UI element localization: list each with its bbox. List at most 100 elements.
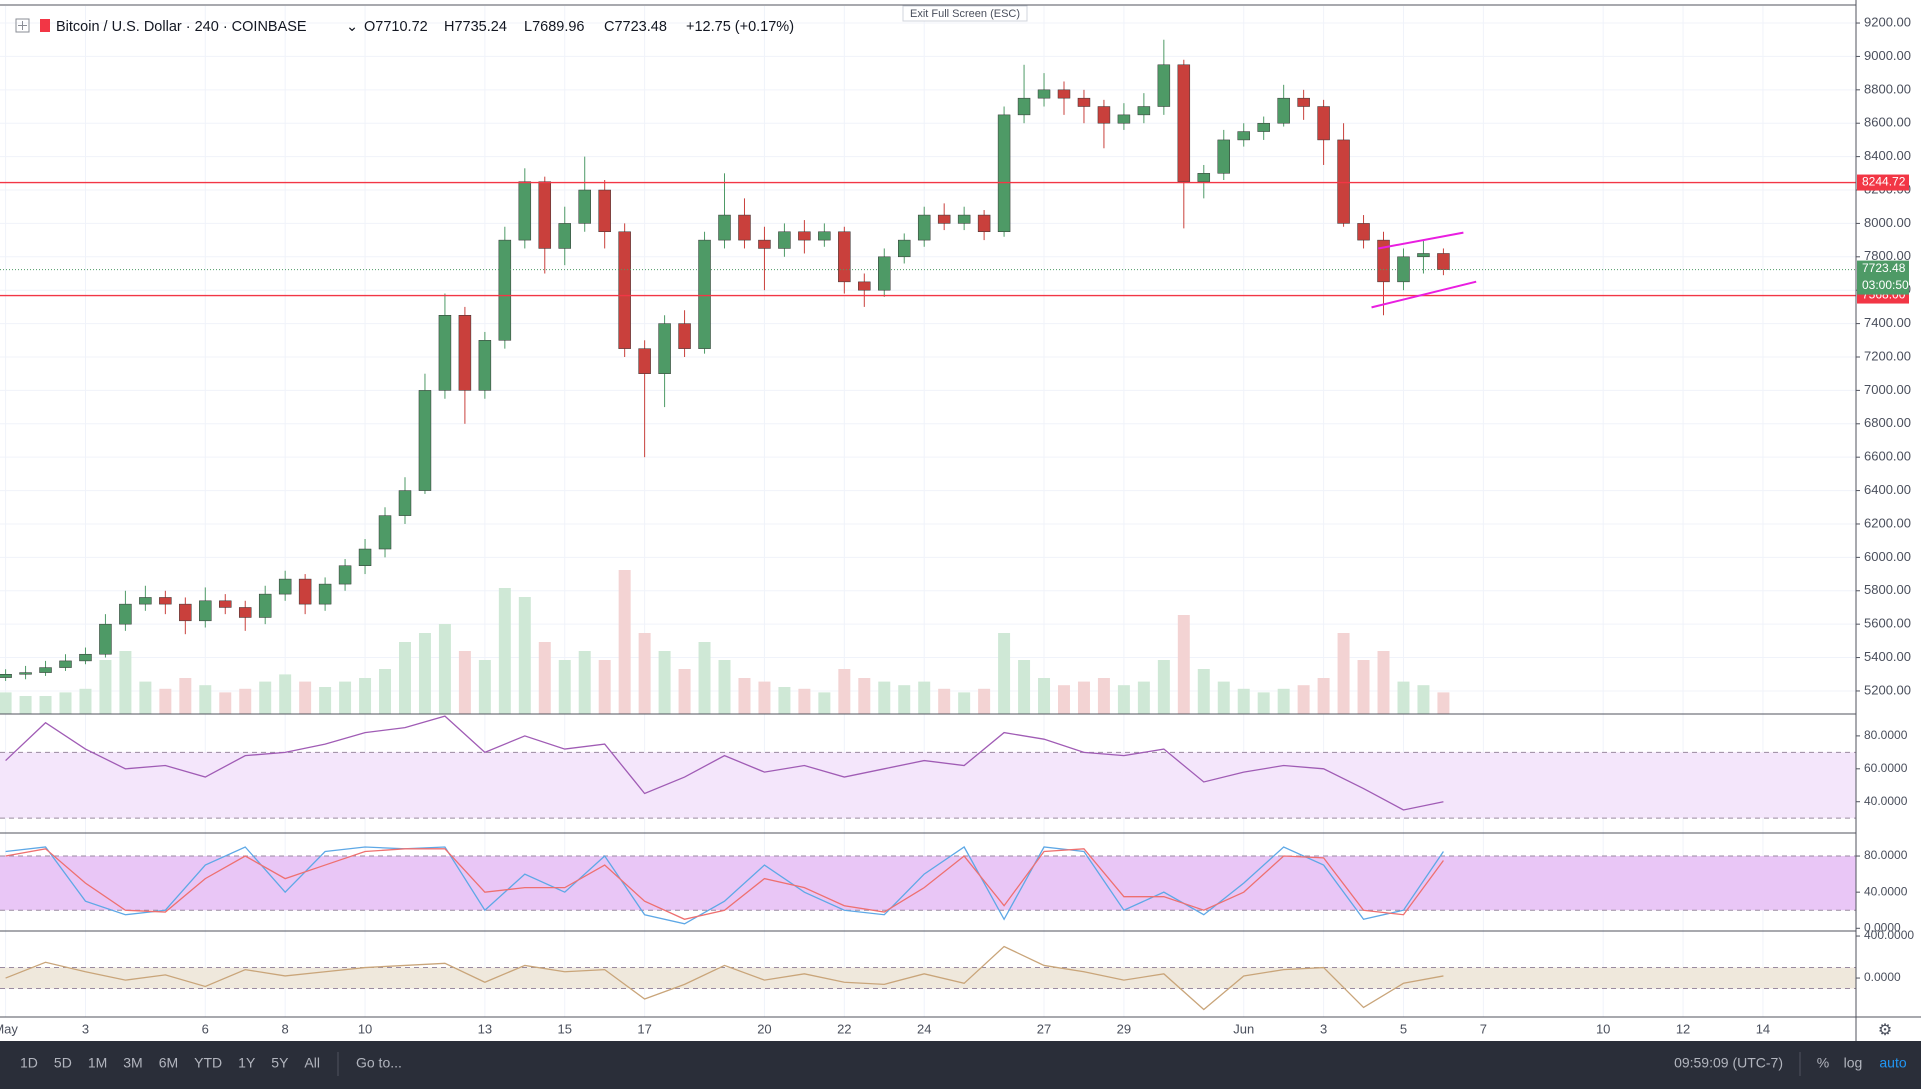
range-button[interactable]: 1M — [88, 1055, 107, 1071]
candle-body — [558, 223, 571, 249]
symbol[interactable]: Bitcoin / U.S. Dollar · 240 · COINBASE — [56, 19, 307, 35]
volume-bar — [498, 588, 511, 714]
settings-icon[interactable]: ⚙ — [1878, 1022, 1892, 1039]
candle-body — [119, 603, 132, 625]
volume-bar — [1257, 692, 1270, 714]
candle-body — [1037, 89, 1051, 99]
volume-bar — [878, 681, 891, 714]
range-button[interactable]: 3M — [123, 1055, 142, 1071]
volume-bar — [558, 660, 571, 714]
y-tick-label: 7200.00 — [1864, 348, 1911, 363]
indicator-band — [0, 752, 1856, 819]
ohlc-high: H7735.24 — [444, 19, 507, 35]
range-button[interactable]: 1Y — [238, 1055, 256, 1071]
x-tick-label: Jun — [1233, 1021, 1254, 1036]
candle-body — [598, 189, 611, 233]
candle-body — [1357, 223, 1370, 241]
volume-bar — [1097, 678, 1110, 714]
candle-body — [39, 667, 52, 673]
volume-bar — [578, 651, 591, 714]
goto-button[interactable]: Go to... — [356, 1055, 402, 1071]
range-button[interactable]: 6M — [159, 1055, 178, 1071]
indicator-band — [0, 856, 1856, 911]
ohlc-open: O7710.72 — [364, 19, 428, 35]
volume-bar — [1077, 681, 1090, 714]
range-button[interactable]: 5Y — [271, 1055, 289, 1071]
trend-line — [1378, 231, 1464, 250]
candle-body — [738, 214, 751, 241]
y-tick-label: 80.0000 — [1864, 728, 1908, 742]
candle-body — [1157, 64, 1171, 107]
volume-bar — [1117, 685, 1130, 714]
level-tag — [1857, 174, 1909, 191]
collapse-icon[interactable] — [15, 18, 30, 33]
x-tick-label: May — [0, 1021, 18, 1036]
range-button[interactable]: All — [304, 1055, 320, 1071]
y-tick-label: 7400.00 — [1864, 315, 1911, 330]
volume-bar — [159, 688, 172, 714]
volume-bar — [1237, 688, 1250, 714]
x-tick-label: 7 — [1480, 1021, 1487, 1036]
candle-body — [758, 239, 771, 249]
y-tick-label: 6800.00 — [1864, 415, 1911, 430]
x-tick-label: 20 — [757, 1021, 771, 1036]
volume-bar — [738, 678, 751, 714]
candle-body — [1377, 239, 1390, 283]
candle-body — [318, 583, 332, 605]
bottom-toolbar — [0, 1041, 1921, 1089]
candle-body — [1237, 131, 1250, 141]
candle-body — [678, 323, 691, 349]
volume-bar — [1337, 633, 1350, 714]
candle-body — [798, 231, 811, 241]
exit-button[interactable] — [902, 5, 1028, 22]
x-tick-label: 14 — [1756, 1021, 1770, 1036]
volume-bar — [1277, 688, 1290, 714]
volume-bar — [758, 681, 771, 714]
volume-bar — [638, 633, 651, 714]
volume-bar — [219, 692, 232, 714]
y-tick-label: 8400.00 — [1864, 148, 1911, 163]
candle-body — [298, 578, 312, 605]
candle-body — [338, 565, 352, 585]
scale-button[interactable]: % — [1817, 1055, 1829, 1071]
volume-bar — [678, 669, 691, 714]
candle-body — [358, 548, 372, 566]
range-button[interactable]: 1D — [20, 1055, 38, 1071]
last-price-tag — [1857, 260, 1909, 295]
candle-body — [219, 600, 232, 608]
volume-bar — [1317, 678, 1330, 714]
y-tick-label: 7800.00 — [1864, 248, 1911, 263]
volume-bar — [978, 688, 991, 714]
y-tick-label: 5400.00 — [1864, 649, 1911, 664]
range-button[interactable]: YTD — [194, 1055, 222, 1071]
y-tick-label: 0.0000 — [1864, 970, 1901, 984]
volume-bar — [818, 692, 831, 714]
candle-body — [698, 239, 711, 349]
candle-body — [99, 623, 112, 655]
indicator-line — [5, 945, 1444, 1011]
volume-bar — [1058, 685, 1070, 714]
scale-button[interactable]: auto — [1879, 1055, 1906, 1071]
volume-bar — [1137, 681, 1150, 714]
candle-body — [199, 600, 212, 622]
candle-body — [897, 239, 911, 258]
scale-button[interactable]: log — [1844, 1055, 1863, 1071]
x-tick-label: 12 — [1676, 1021, 1690, 1036]
volume-bar — [698, 642, 711, 714]
volume-bar — [858, 678, 871, 714]
volume-bar — [918, 681, 931, 714]
candle-body — [1297, 97, 1310, 107]
candle-body — [1137, 106, 1151, 116]
x-tick-label: 6 — [202, 1021, 209, 1036]
x-tick-label: 8 — [282, 1021, 289, 1036]
axes: May 3 6 8 10 13 15 17 20 22 24 27 29 Jun 3 5 7 10 12 14 9200… — [0, 14, 1914, 1036]
candle-body — [977, 214, 991, 233]
y-tick-label: 6000.00 — [1864, 549, 1911, 564]
y-tick-label: 60.0000 — [1864, 761, 1908, 775]
volume-bar — [518, 597, 531, 714]
exit-label: Exit Full Screen (ESC) — [910, 8, 1020, 20]
range-button[interactable]: 5D — [54, 1055, 72, 1071]
volume-bar — [59, 692, 72, 714]
